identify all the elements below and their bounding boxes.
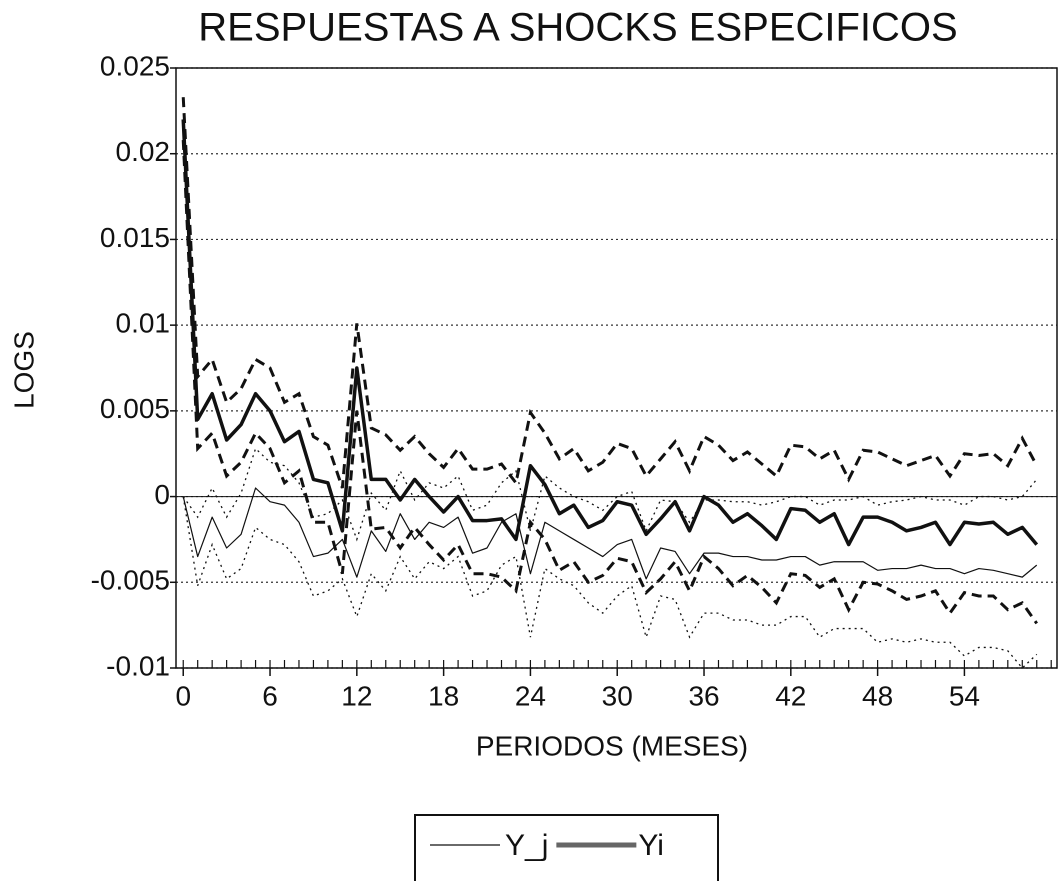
y-tick-label: 0.02 — [116, 136, 171, 167]
x-tick-label: 42 — [775, 680, 806, 711]
x-tick-label: 6 — [262, 680, 278, 711]
y-tick-label: -0.005 — [91, 565, 170, 596]
series-line — [182, 487, 1038, 580]
x-tick-label: 48 — [862, 680, 893, 711]
y-axis-label: LOGS — [8, 331, 39, 409]
y-tick-label: 0 — [154, 479, 170, 510]
y-tick-label: -0.01 — [106, 650, 170, 681]
band-line — [182, 496, 1038, 669]
legend-box — [414, 814, 719, 881]
plot-frame — [175, 67, 1058, 669]
band-line — [181, 139, 1038, 625]
x-tick-label: 0 — [175, 680, 191, 711]
chart-title: RESPUESTAS A SHOCKS ESPECIFICOS — [198, 6, 957, 50]
band-line — [182, 447, 1038, 542]
legend-label: Yi — [638, 829, 664, 862]
x-tick-label: 24 — [515, 680, 546, 711]
legend-label: Y_j — [505, 829, 548, 862]
band-line — [181, 97, 1039, 489]
x-tick-label: 12 — [341, 680, 372, 711]
x-tick-label: 30 — [602, 680, 633, 711]
y-tick-label: 0.01 — [116, 308, 171, 339]
y-tick-label: 0.025 — [100, 50, 170, 81]
x-tick-label: 18 — [428, 680, 459, 711]
series-line — [181, 119, 1039, 547]
x-axis-label: PERIODOS (MESES) — [476, 730, 748, 761]
x-tick-label: 36 — [688, 680, 719, 711]
y-tick-label: 0.005 — [100, 393, 170, 424]
y-tick-label: 0.015 — [100, 222, 170, 253]
x-tick-label: 54 — [949, 680, 980, 711]
